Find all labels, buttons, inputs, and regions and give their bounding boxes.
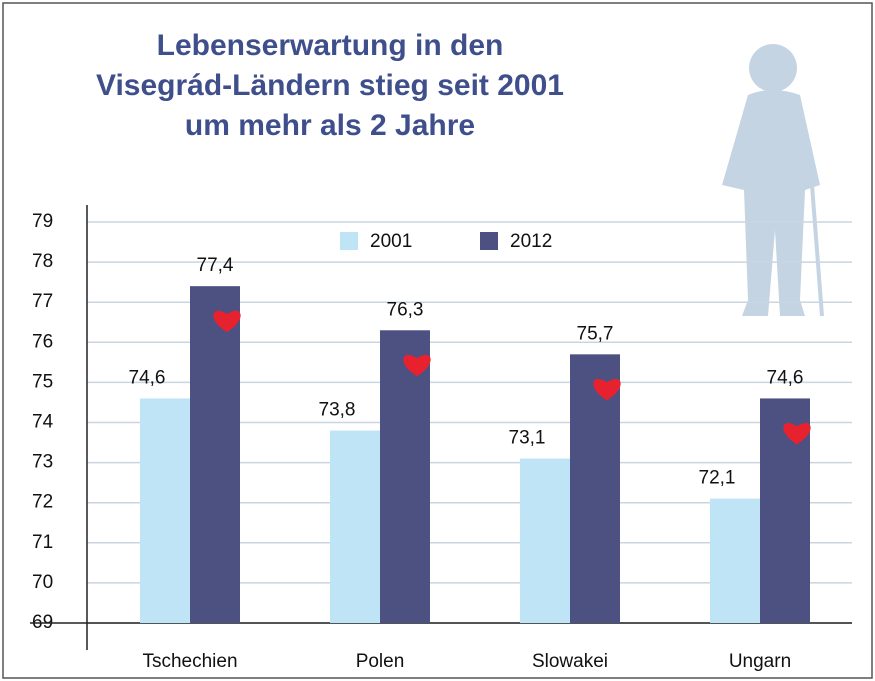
bar (710, 498, 760, 623)
heart-icon (403, 354, 431, 377)
legend-swatch (340, 232, 358, 250)
legend-label: 2012 (510, 231, 552, 252)
value-label: 72,1 (699, 468, 736, 489)
y-tick-label: 71 (32, 532, 53, 553)
bar (190, 286, 240, 623)
y-tick-label: 76 (32, 331, 53, 352)
chart-title: um mehr als 2 Jahre (185, 109, 475, 142)
value-label: 76,3 (387, 299, 424, 320)
heart-icon (783, 423, 811, 445)
value-label: 75,7 (577, 323, 614, 344)
y-tick-label: 74 (32, 412, 54, 433)
old-man-silhouette (722, 44, 824, 317)
value-label: 73,8 (319, 400, 356, 421)
bar (330, 430, 380, 623)
legend-swatch (480, 232, 498, 250)
bar (570, 354, 620, 623)
chart-title: Visegrád-Ländern stieg seit 2001 (96, 69, 564, 102)
x-tick-label: Tschechien (142, 651, 237, 672)
y-tick-label: 70 (32, 572, 53, 593)
y-tick-label: 73 (32, 452, 53, 473)
y-tick-label: 77 (32, 291, 53, 312)
heart-icon (593, 378, 621, 401)
bar (140, 398, 190, 623)
bar (380, 330, 430, 623)
y-tick-label: 79 (32, 211, 53, 232)
y-tick-label: 72 (32, 492, 53, 513)
x-tick-label: Slowakei (532, 651, 608, 672)
x-tick-label: Ungarn (729, 651, 791, 672)
x-tick-label: Polen (356, 651, 405, 672)
y-tick-label: 75 (32, 371, 53, 392)
chart-title: Lebenserwartung in den (157, 29, 504, 62)
heart-icon (213, 310, 241, 333)
value-label: 74,6 (767, 367, 804, 388)
y-tick-label: 78 (32, 251, 53, 272)
bar (520, 458, 570, 623)
value-label: 74,6 (129, 367, 166, 388)
value-label: 77,4 (197, 255, 234, 276)
legend-label: 2001 (370, 231, 412, 252)
value-label: 73,1 (509, 428, 546, 449)
